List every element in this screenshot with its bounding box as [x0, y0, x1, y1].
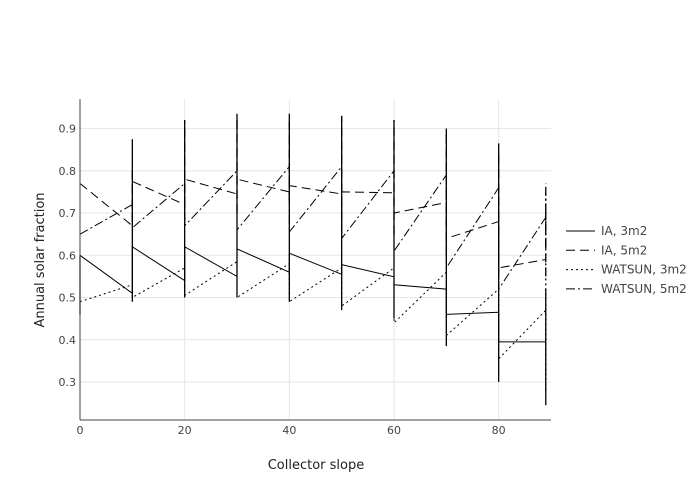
legend: IA, 3m2 IA, 5m2 WATSUN, 3m2 WATSUN, 5m2 [566, 224, 687, 296]
y-tick-label: 0.6 [59, 249, 77, 262]
legend-label: IA, 3m2 [601, 224, 647, 238]
x-axis-title: Collector slope [268, 458, 365, 473]
series-watsun-5m2 [79, 165, 547, 291]
series-ia-5m2 [79, 115, 547, 277]
x-tick-label: 20 [178, 424, 192, 437]
series-line [79, 178, 546, 269]
y-tick-label: 0.7 [59, 207, 77, 220]
series-line [79, 165, 547, 291]
grid-layer [79, 99, 551, 420]
y-tick-label: 0.8 [59, 165, 77, 178]
y-axis-title: Annual solar fraction [33, 192, 48, 327]
series-line [79, 245, 546, 343]
x-tick-label: 40 [282, 424, 296, 437]
series-layer [79, 113, 547, 406]
x-tick-label: 80 [492, 424, 506, 437]
legend-label: IA, 5m2 [601, 243, 647, 257]
axis-layer: 0 20 40 60 80 0.3 0.4 0.5 0.6 0.7 0.8 0.9 [59, 99, 551, 437]
y-tick-label: 0.3 [59, 376, 77, 389]
x-tick-label: 60 [387, 424, 401, 437]
legend-label: WATSUN, 5m2 [601, 282, 687, 296]
y-tick-label: 0.5 [59, 292, 77, 305]
x-tick-label: 0 [77, 424, 84, 437]
y-tick-label: 0.4 [59, 334, 77, 347]
series-ia-3m2 [79, 113, 547, 406]
legend-label: WATSUN, 3m2 [601, 263, 687, 277]
series-line [79, 260, 547, 361]
y-tick-label: 0.9 [59, 123, 77, 136]
